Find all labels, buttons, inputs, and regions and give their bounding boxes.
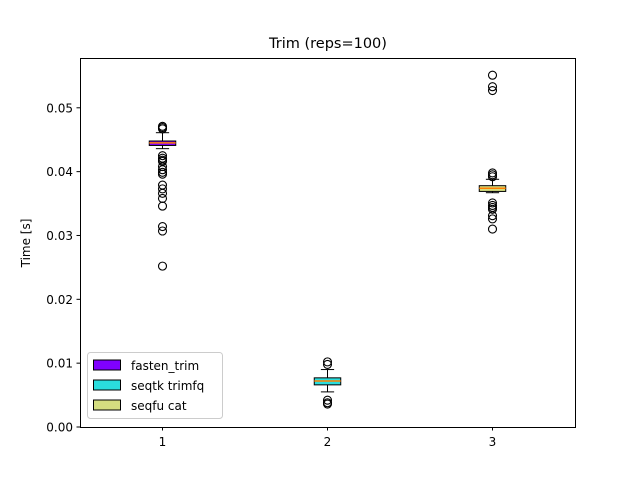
box-seqtk-trimfq [313,357,342,409]
y-tick-label: 0.02 [46,293,73,307]
outlier-point [487,214,498,224]
outlier-point [487,172,498,182]
outlier-point [157,193,168,203]
legend-label: fasten_trim [131,359,199,373]
y-tick-label: 0.04 [46,165,73,179]
axes-frame [80,58,576,428]
legend-swatch [93,399,121,411]
outlier-point [157,169,168,179]
outlier-point [322,399,333,409]
y-tick-label: 0.00 [46,421,73,435]
outlier-point [157,226,168,236]
outlier-point [487,211,498,221]
outlier-point [487,170,498,180]
outlier-point [487,70,498,80]
outlier-point [157,165,168,175]
box-fasten_trim [148,121,177,271]
outlier-point [487,204,498,214]
outlier-point [157,184,168,194]
y-axis-label: Time [s] [19,219,33,269]
outlier-point [157,261,168,271]
box-seqfu-cat [478,70,507,234]
legend-frame [87,352,223,419]
legend-label: seqfu cat [131,399,187,413]
outlier-point [157,151,168,161]
outlier-point [322,395,333,405]
outlier-point [157,221,168,232]
outlier-point [322,357,333,367]
outlier-point [157,124,168,134]
x-tick-label: 2 [324,435,332,449]
legend-swatch [93,379,121,391]
legend-label: seqtk trimfq [131,379,204,393]
y-tick-label: 0.01 [46,357,73,371]
outlier-point [157,201,168,211]
legend-swatch [93,359,121,371]
x-tick-label: 3 [489,435,497,449]
outlier-point [157,188,168,198]
outlier-point [487,82,498,92]
plot-area: 0.00 0.01 0.02 0.03 0.04 0.05 1 2 3 [46,70,507,449]
outlier-point [487,86,498,96]
x-tick-label: 1 [159,435,167,449]
outlier-point [322,359,333,369]
outlier-point [487,224,498,234]
y-tick-label: 0.03 [46,229,73,243]
outlier-point [487,198,498,208]
chart-title: Trim (reps=100) [268,36,387,52]
y-tick-label: 0.05 [46,101,73,115]
